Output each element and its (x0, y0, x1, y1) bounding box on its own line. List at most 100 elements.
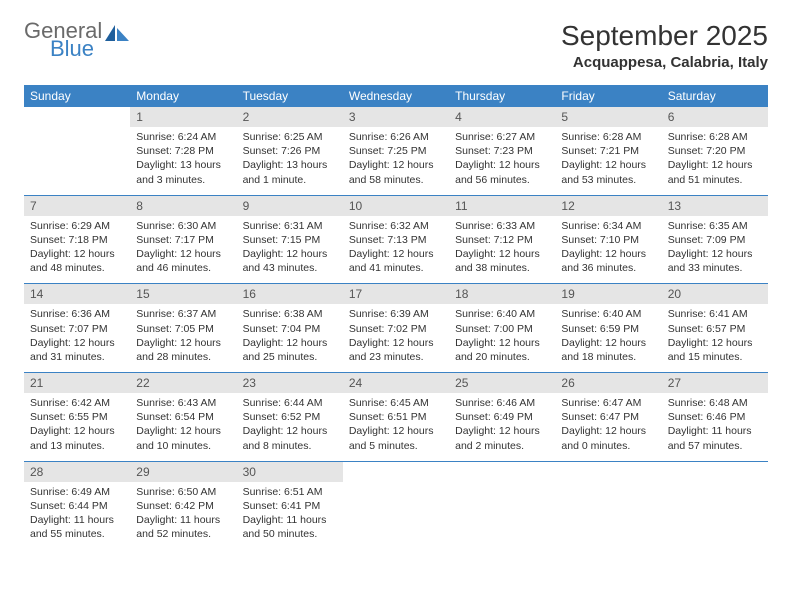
day-cell: 14Sunrise: 6:36 AMSunset: 7:07 PMDayligh… (24, 284, 130, 373)
calendar-body: 1Sunrise: 6:24 AMSunset: 7:28 PMDaylight… (24, 107, 768, 549)
daylight-text: Daylight: 12 hours and 8 minutes. (243, 424, 337, 452)
daylight-text: Daylight: 12 hours and 43 minutes. (243, 247, 337, 275)
week-row: 21Sunrise: 6:42 AMSunset: 6:55 PMDayligh… (24, 373, 768, 462)
day-number: 6 (662, 107, 768, 127)
sunrise-text: Sunrise: 6:48 AM (668, 396, 762, 410)
day-number (343, 462, 449, 478)
sunset-text: Sunset: 7:00 PM (455, 322, 549, 336)
day-cell: 3Sunrise: 6:26 AMSunset: 7:25 PMDaylight… (343, 107, 449, 195)
sunset-text: Sunset: 7:05 PM (136, 322, 230, 336)
sunset-text: Sunset: 7:07 PM (30, 322, 124, 336)
day-details: Sunrise: 6:39 AMSunset: 7:02 PMDaylight:… (343, 304, 449, 372)
sunset-text: Sunset: 7:28 PM (136, 144, 230, 158)
daylight-text: Daylight: 12 hours and 18 minutes. (561, 336, 655, 364)
day-details: Sunrise: 6:29 AMSunset: 7:18 PMDaylight:… (24, 216, 130, 284)
sunset-text: Sunset: 7:26 PM (243, 144, 337, 158)
day-cell (343, 461, 449, 549)
day-details: Sunrise: 6:26 AMSunset: 7:25 PMDaylight:… (343, 127, 449, 195)
calendar-table: Sunday Monday Tuesday Wednesday Thursday… (24, 85, 768, 549)
day-number: 25 (449, 373, 555, 393)
sunrise-text: Sunrise: 6:40 AM (561, 307, 655, 321)
sunrise-text: Sunrise: 6:49 AM (30, 485, 124, 499)
sunrise-text: Sunrise: 6:46 AM (455, 396, 549, 410)
day-number: 15 (130, 284, 236, 304)
day-number: 18 (449, 284, 555, 304)
day-details: Sunrise: 6:30 AMSunset: 7:17 PMDaylight:… (130, 216, 236, 284)
sunrise-text: Sunrise: 6:33 AM (455, 219, 549, 233)
daylight-text: Daylight: 12 hours and 56 minutes. (455, 158, 549, 186)
day-number (662, 462, 768, 478)
sunset-text: Sunset: 6:41 PM (243, 499, 337, 513)
day-details (555, 478, 661, 494)
daylight-text: Daylight: 12 hours and 28 minutes. (136, 336, 230, 364)
day-details: Sunrise: 6:28 AMSunset: 7:20 PMDaylight:… (662, 127, 768, 195)
weekday-header: Sunday (24, 85, 130, 107)
sunset-text: Sunset: 6:49 PM (455, 410, 549, 424)
week-row: 28Sunrise: 6:49 AMSunset: 6:44 PMDayligh… (24, 461, 768, 549)
day-cell (555, 461, 661, 549)
day-details (449, 478, 555, 494)
day-number (555, 462, 661, 478)
day-details: Sunrise: 6:45 AMSunset: 6:51 PMDaylight:… (343, 393, 449, 461)
sunset-text: Sunset: 7:23 PM (455, 144, 549, 158)
day-details: Sunrise: 6:37 AMSunset: 7:05 PMDaylight:… (130, 304, 236, 372)
sunset-text: Sunset: 7:09 PM (668, 233, 762, 247)
sunset-text: Sunset: 7:12 PM (455, 233, 549, 247)
sunset-text: Sunset: 7:13 PM (349, 233, 443, 247)
daylight-text: Daylight: 12 hours and 48 minutes. (30, 247, 124, 275)
day-number: 26 (555, 373, 661, 393)
sunset-text: Sunset: 7:10 PM (561, 233, 655, 247)
sunrise-text: Sunrise: 6:42 AM (30, 396, 124, 410)
sunrise-text: Sunrise: 6:37 AM (136, 307, 230, 321)
day-details: Sunrise: 6:33 AMSunset: 7:12 PMDaylight:… (449, 216, 555, 284)
day-number: 19 (555, 284, 661, 304)
day-number: 21 (24, 373, 130, 393)
sunset-text: Sunset: 7:17 PM (136, 233, 230, 247)
day-number: 30 (237, 462, 343, 482)
daylight-text: Daylight: 12 hours and 10 minutes. (136, 424, 230, 452)
day-cell: 18Sunrise: 6:40 AMSunset: 7:00 PMDayligh… (449, 284, 555, 373)
sunrise-text: Sunrise: 6:29 AM (30, 219, 124, 233)
daylight-text: Daylight: 13 hours and 3 minutes. (136, 158, 230, 186)
sunrise-text: Sunrise: 6:27 AM (455, 130, 549, 144)
daylight-text: Daylight: 12 hours and 25 minutes. (243, 336, 337, 364)
daylight-text: Daylight: 12 hours and 5 minutes. (349, 424, 443, 452)
sunrise-text: Sunrise: 6:41 AM (668, 307, 762, 321)
daylight-text: Daylight: 11 hours and 57 minutes. (668, 424, 762, 452)
day-cell: 22Sunrise: 6:43 AMSunset: 6:54 PMDayligh… (130, 373, 236, 462)
sunrise-text: Sunrise: 6:40 AM (455, 307, 549, 321)
day-cell: 21Sunrise: 6:42 AMSunset: 6:55 PMDayligh… (24, 373, 130, 462)
sunrise-text: Sunrise: 6:43 AM (136, 396, 230, 410)
daylight-text: Daylight: 12 hours and 38 minutes. (455, 247, 549, 275)
day-details: Sunrise: 6:25 AMSunset: 7:26 PMDaylight:… (237, 127, 343, 195)
day-details: Sunrise: 6:41 AMSunset: 6:57 PMDaylight:… (662, 304, 768, 372)
sunset-text: Sunset: 7:25 PM (349, 144, 443, 158)
week-row: 14Sunrise: 6:36 AMSunset: 7:07 PMDayligh… (24, 284, 768, 373)
day-number (449, 462, 555, 478)
header: General Blue September 2025 Acquappesa, … (24, 20, 768, 71)
day-number: 20 (662, 284, 768, 304)
logo-text-block: General Blue (24, 20, 102, 60)
sunrise-text: Sunrise: 6:24 AM (136, 130, 230, 144)
day-cell: 26Sunrise: 6:47 AMSunset: 6:47 PMDayligh… (555, 373, 661, 462)
weekday-header: Saturday (662, 85, 768, 107)
daylight-text: Daylight: 12 hours and 46 minutes. (136, 247, 230, 275)
sunrise-text: Sunrise: 6:31 AM (243, 219, 337, 233)
day-number: 24 (343, 373, 449, 393)
sunrise-text: Sunrise: 6:26 AM (349, 130, 443, 144)
sunrise-text: Sunrise: 6:51 AM (243, 485, 337, 499)
day-details: Sunrise: 6:49 AMSunset: 6:44 PMDaylight:… (24, 482, 130, 550)
day-details: Sunrise: 6:24 AMSunset: 7:28 PMDaylight:… (130, 127, 236, 195)
daylight-text: Daylight: 13 hours and 1 minute. (243, 158, 337, 186)
month-title: September 2025 (561, 20, 768, 52)
day-cell: 16Sunrise: 6:38 AMSunset: 7:04 PMDayligh… (237, 284, 343, 373)
day-number: 8 (130, 196, 236, 216)
day-cell: 10Sunrise: 6:32 AMSunset: 7:13 PMDayligh… (343, 195, 449, 284)
day-number: 1 (130, 107, 236, 127)
weekday-header-row: Sunday Monday Tuesday Wednesday Thursday… (24, 85, 768, 107)
daylight-text: Daylight: 12 hours and 53 minutes. (561, 158, 655, 186)
weekday-header: Tuesday (237, 85, 343, 107)
sunrise-text: Sunrise: 6:28 AM (561, 130, 655, 144)
daylight-text: Daylight: 12 hours and 13 minutes. (30, 424, 124, 452)
week-row: 1Sunrise: 6:24 AMSunset: 7:28 PMDaylight… (24, 107, 768, 195)
